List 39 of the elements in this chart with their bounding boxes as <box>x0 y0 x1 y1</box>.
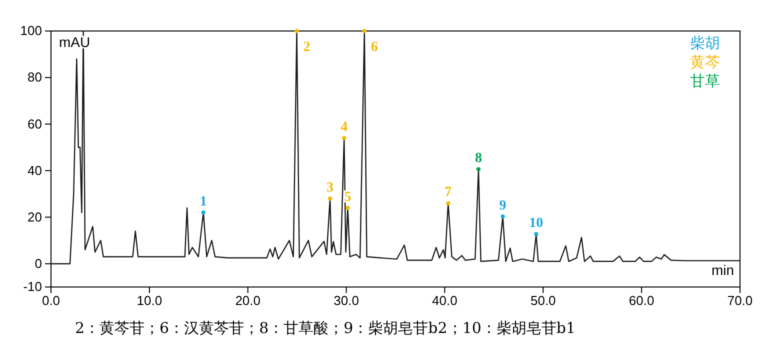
point <box>201 210 206 215</box>
x-axis-title: min <box>711 262 734 278</box>
y-tick-label: 40 <box>28 162 42 178</box>
point <box>328 196 332 201</box>
text: 黄芩 <box>690 53 720 71</box>
text: 柴胡 <box>690 34 720 52</box>
annotation: 6 <box>370 40 378 55</box>
x-tick-label: 70.0 <box>727 293 753 308</box>
x-tick-label: 30.0 <box>334 293 359 308</box>
point <box>294 28 299 34</box>
x-tick-label: 50.0 <box>530 293 556 308</box>
point <box>346 206 350 210</box>
y-tick-label: 80 <box>28 70 42 85</box>
point <box>342 136 346 140</box>
x-tick-label: 0.0 <box>42 293 60 308</box>
x-tick-label: 10.0 <box>136 293 162 308</box>
text: 甘草 <box>690 72 720 90</box>
text: 2：黄芩苷；6：汉黄芩苷；8：甘草酸；9：柴胡皂苷b2；10：柴胡皂苷b1 <box>75 319 576 337</box>
annotation: 1 <box>200 194 207 210</box>
y-tick-label: 100 <box>20 23 42 38</box>
annotation: 7 <box>444 185 452 200</box>
point <box>500 214 505 219</box>
y-tick-label: 0 <box>34 256 42 271</box>
x-tick-label: 40.0 <box>432 293 458 308</box>
point <box>362 28 367 34</box>
annotation: 10 <box>529 216 544 232</box>
point <box>476 167 481 172</box>
x-tick-label: 20.0 <box>235 293 261 308</box>
point <box>534 232 538 236</box>
y-tick-label: -10 <box>23 279 42 294</box>
annotation: 9 <box>499 198 506 214</box>
annotation: 2 <box>303 40 310 55</box>
y-tick-label: 20 <box>28 209 42 224</box>
annotation: 4 <box>340 120 348 136</box>
point <box>446 201 450 206</box>
annotation: 8 <box>474 151 482 166</box>
x-tick-label: 60.0 <box>628 293 654 308</box>
y-tick-label: 60 <box>28 116 42 132</box>
annotation: 3 <box>326 180 334 196</box>
